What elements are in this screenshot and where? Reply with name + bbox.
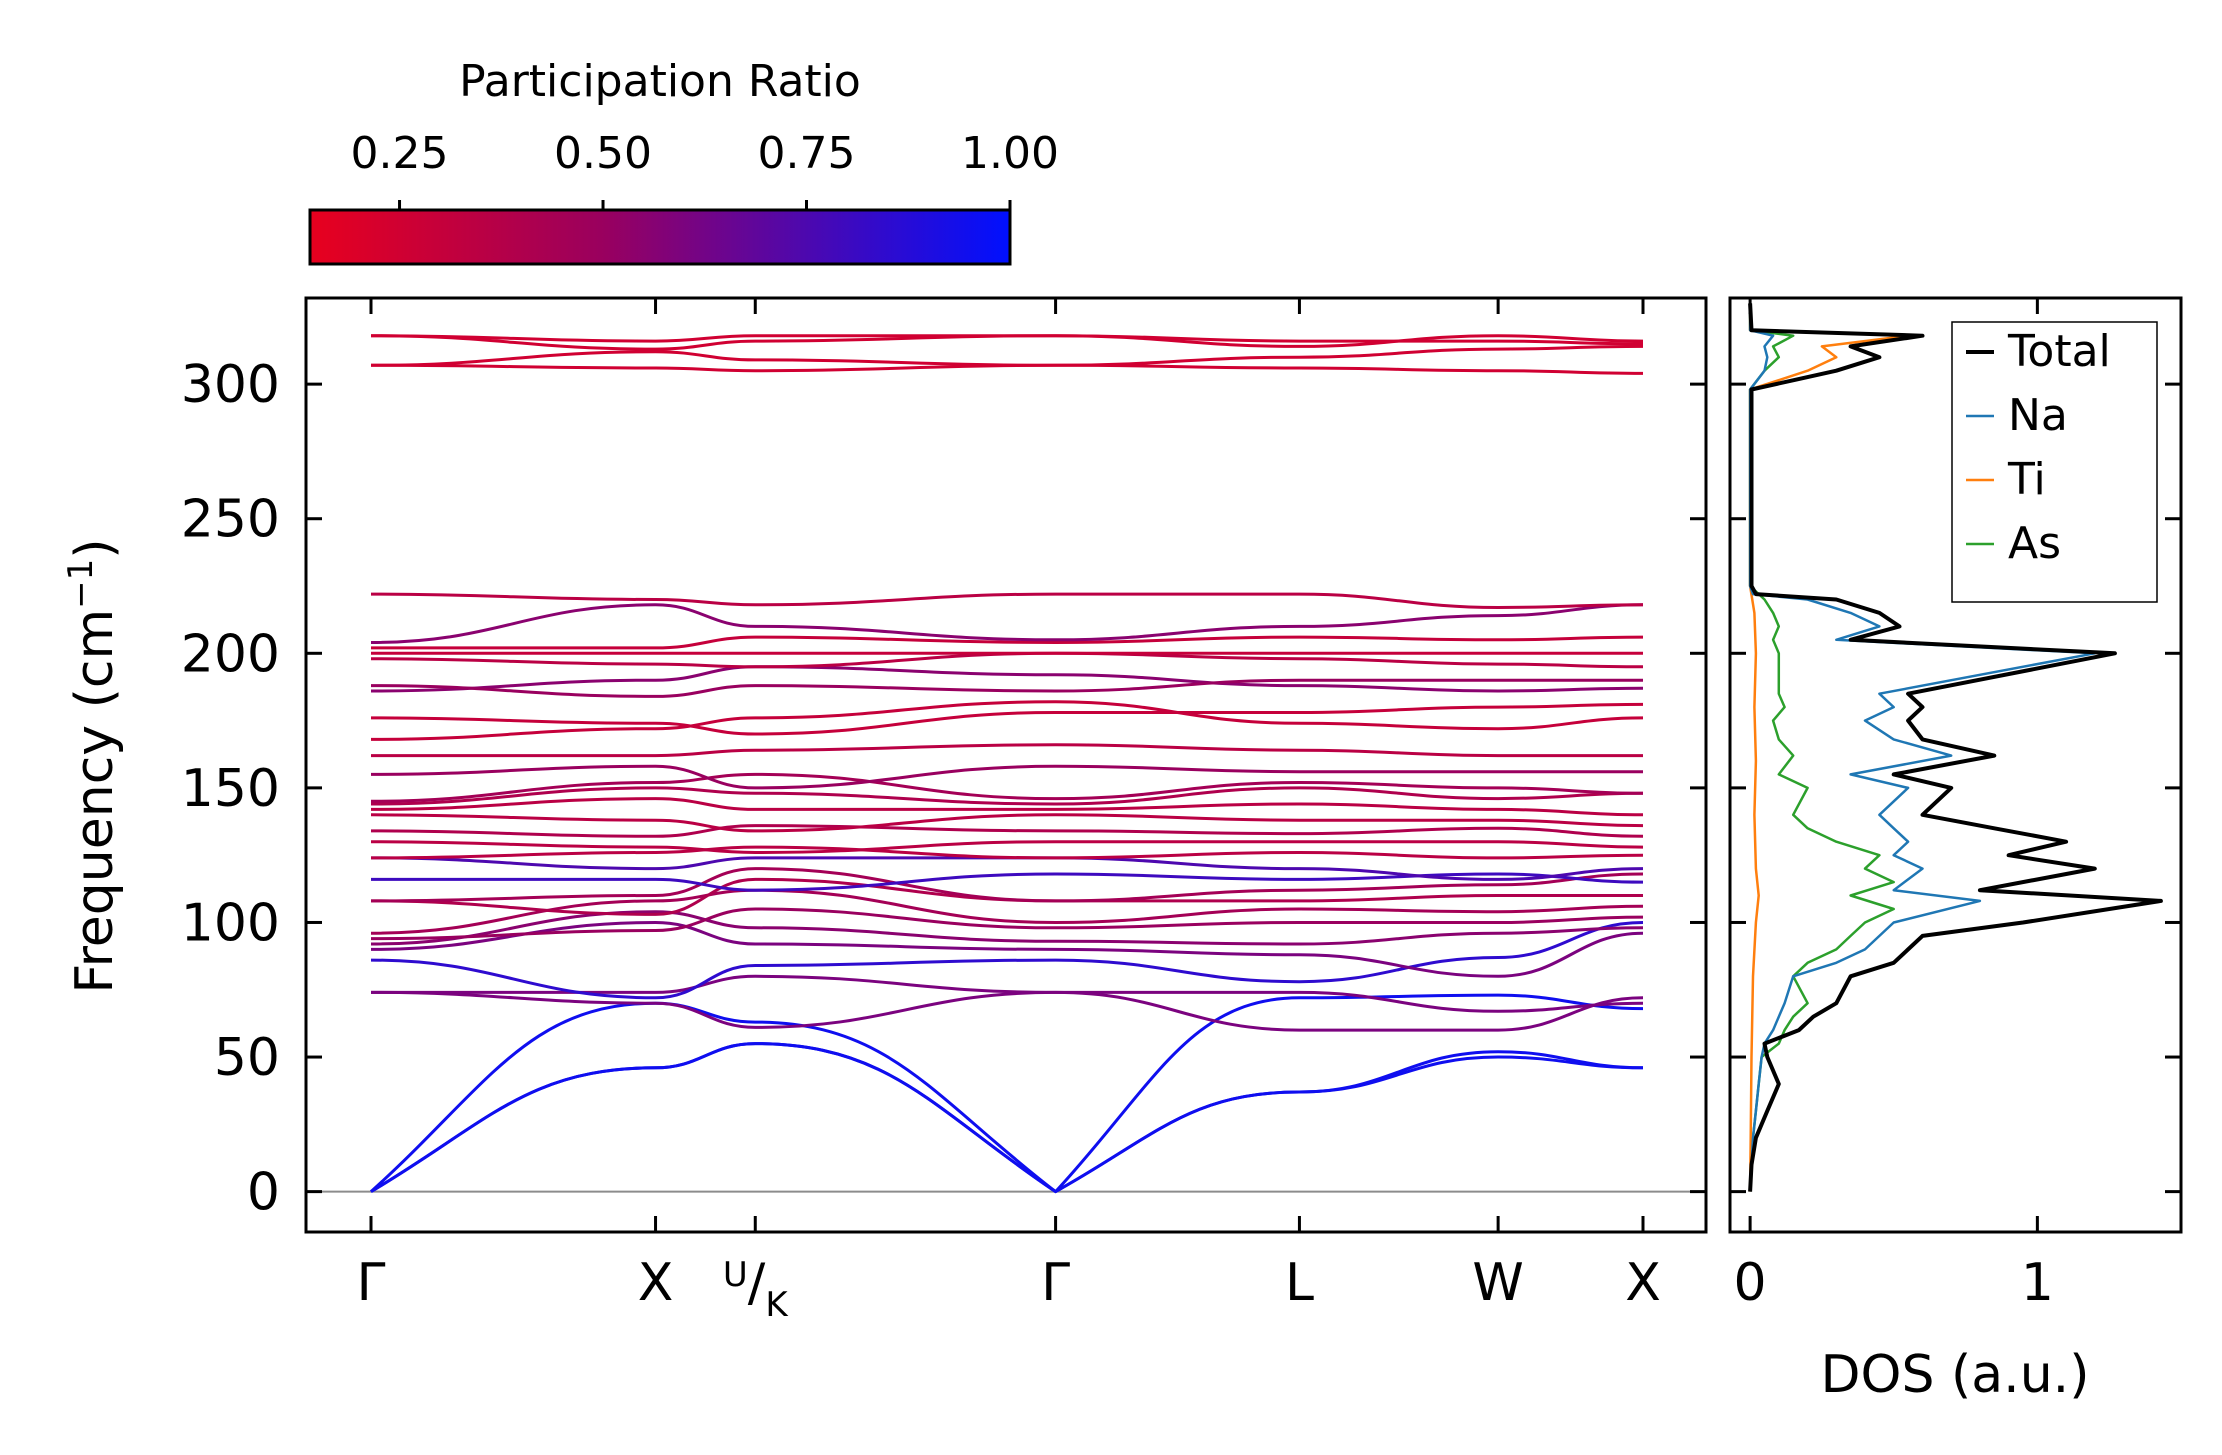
legend-label: Ti <box>2007 454 2046 505</box>
colorbar-tick-label: 1.00 <box>961 128 1059 179</box>
phonon-band <box>370 651 1644 669</box>
x-axis-label-dos: DOS (a.u.) <box>1821 1345 2090 1405</box>
y-axis-label: Frequency (cm−1) <box>61 538 125 993</box>
phonon-band <box>370 363 1644 375</box>
phonon-band <box>371 635 1644 650</box>
legend-label: Total <box>2007 326 2111 377</box>
y-tick-label: 200 <box>181 624 280 684</box>
phonon-band <box>370 907 1644 941</box>
y-tick-label: 100 <box>181 893 280 953</box>
dos-x-tick-label: 0 <box>1734 1253 1767 1313</box>
x-tick-label-u-k: U/K <box>723 1253 789 1325</box>
colorbar-gradient <box>308 208 1012 266</box>
phonon-bands <box>369 334 1644 1194</box>
phonon-band <box>370 797 1644 817</box>
phonon-band <box>370 840 1644 854</box>
phonon-band <box>370 592 1644 609</box>
y-tick-label: 50 <box>214 1028 280 1088</box>
phonon-band <box>370 867 1644 903</box>
phonon-band <box>370 1042 1644 1194</box>
y-tick-label: 0 <box>247 1163 280 1223</box>
phonon-band <box>371 743 1643 758</box>
phonon-band <box>370 334 1644 348</box>
colorbar-tick-label: 0.25 <box>351 128 449 179</box>
y-axis-label-close: ) <box>65 538 125 558</box>
colorbar-title: Participation Ratio <box>459 56 861 107</box>
phonon-band <box>370 665 1644 693</box>
x-tick-label: Γ <box>357 1253 386 1313</box>
x-tick-label: X <box>1625 1253 1661 1313</box>
phonon-band <box>370 921 1644 978</box>
phonon-band <box>370 888 1644 935</box>
x-tick-label-slash: / <box>748 1253 766 1313</box>
legend-label: Na <box>2008 390 2068 441</box>
phonon-band <box>370 824 1644 838</box>
x-tick-label: W <box>1472 1253 1523 1313</box>
phonon-band <box>370 678 1643 698</box>
dos-axes-frame <box>1728 296 2183 1234</box>
phonon-band <box>370 344 1644 367</box>
y-axis-label-superscript: −1 <box>61 559 101 609</box>
dos-line-total <box>1748 303 2163 1192</box>
band-axes-frame <box>304 296 1708 1234</box>
phonon-band <box>371 974 1644 1032</box>
phonon-band <box>370 764 1643 790</box>
colorbar-tick-label: 0.50 <box>554 128 652 179</box>
phonon-band <box>370 603 1644 644</box>
dos-x-tick-label: 1 <box>2021 1253 2054 1313</box>
dos-line-as <box>1748 303 1895 1192</box>
y-tick-label: 300 <box>181 355 280 415</box>
phonon-band <box>370 921 1644 1000</box>
legend-frame <box>1951 321 2158 603</box>
phonon-band <box>370 702 1644 736</box>
legend-label: As <box>2008 518 2061 569</box>
colorbar: Participation Ratio 0.25 0.50 0.75 1.00 <box>308 56 1059 266</box>
x-tick-label: Γ <box>1041 1253 1070 1313</box>
x-tick-label: L <box>1285 1253 1314 1313</box>
x-tick-label-k: K <box>765 1285 789 1325</box>
phonon-band <box>369 993 1644 1194</box>
legend: Total Na Ti As <box>1951 321 2158 603</box>
colorbar-tick-label: 0.75 <box>758 128 856 179</box>
y-tick-label: 150 <box>181 759 280 819</box>
band-structure-panel: 0 50 100 150 200 250 300 Γ X U/K Γ L W X Frequency (… <box>61 296 1708 1325</box>
band-x-ticks: Γ X U/K Γ L W X <box>357 298 1661 1325</box>
y-tick-label: 250 <box>181 490 280 550</box>
phonon-band <box>371 872 1644 892</box>
x-tick-label: X <box>638 1253 674 1313</box>
x-tick-label-u: U <box>723 1255 748 1295</box>
dos-series <box>1748 303 2163 1192</box>
phonon-band <box>370 772 1644 803</box>
band-y-ticks: 0 50 100 150 200 250 300 <box>181 355 1706 1223</box>
phonon-band <box>370 786 1644 806</box>
dos-line-ti <box>1748 303 1910 1192</box>
phonon-band <box>370 813 1644 833</box>
phonon-band <box>370 1042 1644 1194</box>
phonon-band <box>370 700 1644 741</box>
phonon-band <box>370 845 1644 860</box>
